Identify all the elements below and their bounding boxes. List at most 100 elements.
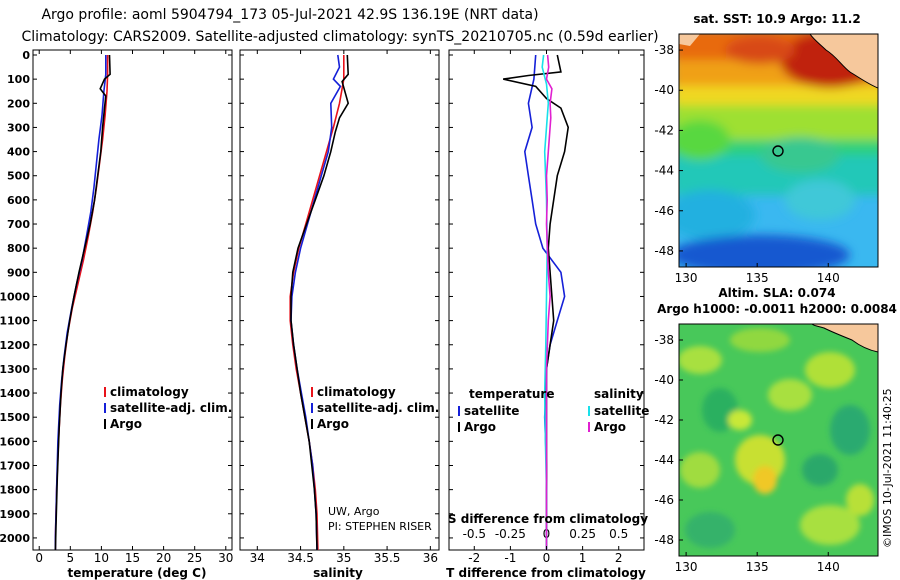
sst-map-frame: [678, 33, 879, 268]
sst-map-title: sat. SST: 10.9 Argo: 11.2: [693, 12, 860, 26]
y-tick-label: 600: [7, 194, 30, 207]
y-tick-label: 300: [7, 121, 30, 134]
legend-label-salinity-argo: Argo: [594, 420, 626, 434]
y-tick-label: 0: [22, 49, 30, 62]
x-tick-label: 20: [156, 551, 171, 565]
map-x-tick-label: 130: [675, 271, 698, 285]
map-y-tick-label: -44: [654, 453, 674, 467]
annotation-pi: PI: STEPHEN RISER: [328, 520, 432, 533]
salinity-xticks: 34 34.5 35 35.5 36: [250, 551, 438, 565]
sst-argo-marker: [772, 145, 784, 157]
y-tick-label: 1200: [0, 339, 30, 352]
sla-map-yticks: -38 -40 -42 -44 -46 -48: [654, 333, 683, 547]
map-y-tick-label: -38: [654, 43, 674, 57]
temperature-series: [54, 54, 111, 551]
sst-map-panel: sat. SST: 10.9 Argo: 11.2: [654, 12, 879, 285]
map-y-tick-label: -40: [654, 373, 674, 387]
salinity-series: [289, 54, 350, 551]
map-y-tick-label: -38: [654, 333, 674, 347]
map-y-tick-label: -40: [654, 83, 674, 97]
x-tick-label: 36: [423, 551, 438, 565]
legend-label-salinity-satellite: satellite: [594, 404, 649, 418]
x-tick-label: 34: [250, 551, 265, 565]
legend-label-sat: satellite-adj. clim.: [317, 401, 439, 415]
y-tick-label: 700: [7, 218, 30, 231]
map-y-tick-label: -46: [654, 493, 674, 507]
sla-map-field: [679, 324, 878, 556]
difference-legend: temperature salinity satellite Argo satellit…: [458, 387, 649, 434]
imos-credit: ©IMOS 10-Jul-2021 11:40:25: [881, 388, 894, 548]
x-tick-label: 5: [66, 551, 74, 565]
map-x-tick-label: 135: [746, 271, 769, 285]
x-tick-label: 35: [336, 551, 351, 565]
temperature-xlabel: temperature (deg C): [68, 566, 207, 580]
legend-label-argo: Argo: [317, 417, 349, 431]
series-line-argo: [290, 54, 350, 551]
map-x-tick-label: 130: [675, 560, 698, 574]
y-tick-label: 1900: [0, 508, 30, 521]
x-tick-label: 2: [615, 551, 623, 565]
sla-map-subtitle: Argo h1000: -0.0011 h2000: 0.0084: [657, 302, 897, 316]
x-tick-label: -1: [504, 551, 516, 565]
difference-panel: -2 -1 0 1 2 -0.5 -0.25 0 0.25 0.5 temperature sal…: [446, 49, 649, 580]
sst-map-field: [679, 34, 878, 267]
y-tick-label: 800: [7, 242, 30, 255]
y-tick-label: 900: [7, 266, 30, 279]
x-tick-label: 35.5: [374, 551, 401, 565]
sst-map-yticks: -38 -40 -42 -44 -46 -48: [654, 43, 683, 258]
sst-map-xticks: 130 135 140: [675, 263, 840, 285]
x-tick-label: 15: [125, 551, 140, 565]
salinity-xlabel: salinity: [313, 566, 363, 580]
temperature-panel: 0100200300400500600700800900100011001200…: [0, 49, 233, 580]
sla-map-panel: Altim. SLA: 0.074 Argo h1000: -0.0011 h2…: [654, 286, 897, 574]
header-title-line1: Argo profile: aoml 5904794_173 05-Jul-20…: [41, 7, 538, 23]
x-tick-label: 30: [218, 551, 233, 565]
map-x-tick-label: 140: [817, 560, 840, 574]
y-tick-label: 1800: [0, 484, 30, 497]
series-line-salinity-argo: [545, 54, 553, 550]
legend-label-argo: Argo: [110, 417, 142, 431]
x-tick-label: 10: [94, 551, 109, 565]
x-tick-label: 25: [187, 551, 202, 565]
sla-map-frame: [678, 323, 879, 557]
map-y-tick-label: -48: [654, 533, 674, 547]
salinity-legend: climatology satellite-adj. clim. Argo: [311, 385, 439, 431]
legend-temperature-title: temperature: [469, 387, 554, 401]
map-y-tick-label: -46: [654, 204, 674, 218]
salinity-panel: 34 34.5 35 35.5 36 climatology satellite-adj.…: [239, 49, 440, 580]
map-y-tick-label: -48: [654, 244, 674, 258]
y-tick-label: 1600: [0, 435, 30, 448]
x-tick-label: 0: [35, 551, 43, 565]
series-line-argo: [54, 54, 111, 551]
legend-label-clim: climatology: [110, 385, 189, 399]
map-y-tick-label: -42: [654, 413, 674, 427]
difference-xticks: -2 -1 0 1 2: [468, 551, 622, 565]
y-tick-label: 1300: [0, 363, 30, 376]
map-y-tick-label: -44: [654, 164, 674, 178]
temperature-xticks: 0 5 10 15 20 25 30: [35, 551, 233, 565]
legend-label-sat: satellite-adj. clim.: [110, 401, 232, 415]
temperature-plot-frame: [32, 49, 233, 551]
y-tick-label: 1400: [0, 387, 30, 400]
series-line-temperature-argo: [503, 54, 570, 550]
y-tick-label: 100: [7, 73, 30, 86]
x-tick-label: 34.5: [287, 551, 314, 565]
x-tick-label-salinity: 0.5: [609, 527, 628, 541]
y-tick-label: 1000: [0, 290, 30, 303]
sla-map-title: Altim. SLA: 0.074: [718, 286, 835, 300]
difference-xlabel-salinity: S difference from climatology: [448, 512, 648, 526]
y-tick-label: 1700: [0, 459, 30, 472]
legend-label-temperature-argo: Argo: [464, 420, 496, 434]
annotation-uw-argo: UW, Argo: [328, 505, 380, 518]
y-tick-label: 500: [7, 170, 30, 183]
salinity-plot-frame: [239, 49, 440, 551]
y-tick-label: 200: [7, 97, 30, 110]
temperature-yticks: 0 100 200 300 400 500 600 700 800 900 1000 1100 1200…: [0, 49, 30, 545]
sla-map-xticks: 130 135 140: [675, 552, 840, 574]
map-x-tick-label: 140: [817, 271, 840, 285]
map-x-tick-label: 135: [746, 560, 769, 574]
x-tick-label-salinity: 0.25: [569, 527, 596, 541]
difference-xlabel-temperature: T difference from climatology: [446, 566, 646, 580]
sla-argo-marker: [772, 434, 784, 446]
